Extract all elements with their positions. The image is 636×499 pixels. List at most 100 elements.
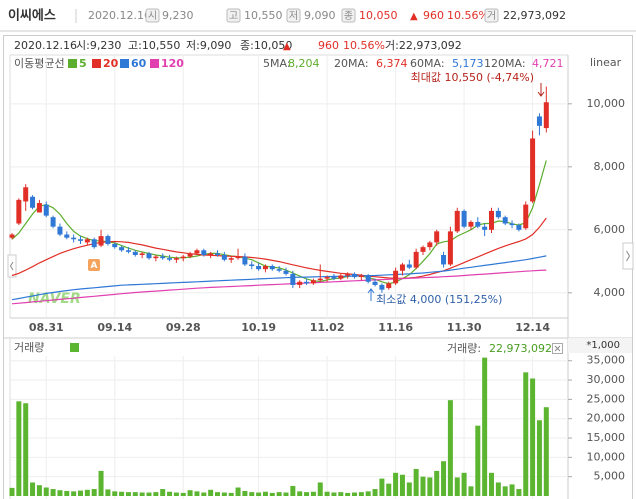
volume-readout-label: 거래량: xyxy=(447,342,481,355)
volume-bar xyxy=(304,492,310,496)
volume-bar xyxy=(502,486,508,496)
candle-body xyxy=(297,281,303,285)
right-handle[interactable] xyxy=(622,242,634,270)
volume-bar xyxy=(50,489,56,496)
volume-value: 22,973,092 xyxy=(503,9,566,22)
x-tick-label: 08.31 xyxy=(29,321,64,334)
volume-bar xyxy=(482,357,488,496)
y-tick-label: 10,000 xyxy=(587,97,626,110)
volume-bar xyxy=(215,492,220,496)
candle-body xyxy=(475,221,481,227)
candle-body xyxy=(180,256,186,259)
volume-bar xyxy=(427,477,433,496)
x-tick-label: 10.19 xyxy=(241,321,276,334)
candle-body xyxy=(112,243,118,248)
candle-body xyxy=(43,204,49,216)
y-tick-label: 6,000 xyxy=(594,223,626,236)
icon-label: 종 xyxy=(344,10,353,22)
x-tick-label: 12.14 xyxy=(515,321,550,334)
ma-readout: 4,721 xyxy=(532,57,564,70)
volume-bar xyxy=(269,492,275,496)
icon xyxy=(226,8,241,23)
volume-bar xyxy=(78,490,83,496)
max-label: 최대값 10,550 (-4,74%) xyxy=(411,71,534,84)
volume-bar xyxy=(324,491,330,496)
legend-swatch xyxy=(120,59,129,68)
candle-body xyxy=(30,196,36,208)
volume-bar xyxy=(16,401,22,496)
candle-body xyxy=(406,264,412,268)
info-arrow: ▲ xyxy=(283,41,291,52)
candle-body xyxy=(331,277,337,279)
candle-body xyxy=(119,247,125,251)
candle-body xyxy=(283,270,289,274)
volume-bar xyxy=(454,477,460,496)
y-tick-label: 4,000 xyxy=(594,286,626,299)
candle-body xyxy=(441,255,447,265)
high-value: 10,550 xyxy=(244,9,283,22)
candle-body xyxy=(358,275,364,278)
x-tick-label: 11.16 xyxy=(378,321,413,334)
volume-bar xyxy=(352,492,357,496)
candle-body xyxy=(187,253,193,257)
volume-bar xyxy=(386,483,392,496)
candle-body xyxy=(489,210,494,230)
volume-bar xyxy=(180,492,186,496)
candle-body xyxy=(221,255,227,260)
candle-body xyxy=(194,250,200,254)
volume-bar xyxy=(167,491,173,496)
close-button[interactable] xyxy=(552,343,563,354)
volume-bar xyxy=(36,485,42,496)
candle-body xyxy=(208,253,214,256)
legend-swatch xyxy=(68,59,77,68)
close-icon xyxy=(554,345,561,352)
volume-bar xyxy=(372,489,378,496)
candle-body xyxy=(235,256,241,259)
candle-body xyxy=(434,231,440,243)
volume-bar xyxy=(139,492,145,496)
info-open: 시:9,230 xyxy=(76,39,121,52)
legend-label: 20 xyxy=(103,57,119,70)
watermark: NAVER xyxy=(28,291,81,307)
volume-bar xyxy=(146,492,152,496)
icon-label: 거 xyxy=(487,10,496,22)
volume-bar xyxy=(379,478,385,496)
x-tick-label: 11.30 xyxy=(447,321,482,334)
volume-bar xyxy=(98,470,104,496)
ma-readout: 6,374 xyxy=(376,57,408,70)
volume-bar xyxy=(413,468,419,496)
candle-body xyxy=(304,281,310,284)
volume-bar xyxy=(125,492,131,496)
volume-bar xyxy=(84,489,90,496)
candle-body xyxy=(290,273,296,285)
stock-name: 이씨에스 xyxy=(8,8,56,24)
volume-bar xyxy=(441,461,447,496)
volume-bar xyxy=(194,491,200,496)
volume-title: 거래량 xyxy=(14,341,44,354)
volume-bar xyxy=(112,491,118,496)
legend-title: 이동평균선 xyxy=(14,57,65,70)
close-value: 10,050 xyxy=(359,9,398,22)
up-arrow: ▲ xyxy=(410,11,418,22)
candle-body xyxy=(413,251,419,268)
candle-body xyxy=(530,138,536,202)
candle-body xyxy=(125,250,131,252)
candle-body xyxy=(536,116,542,126)
volume-bar xyxy=(530,378,536,496)
ma-readout-label: 120MA: xyxy=(484,57,526,70)
candle-body xyxy=(153,256,159,259)
icon xyxy=(286,8,301,23)
volume-readout: 22,973,092 xyxy=(489,342,552,355)
ma-line xyxy=(11,255,547,301)
candle-body xyxy=(352,273,357,278)
signal-marker xyxy=(88,259,100,271)
ma-readout: 5,173 xyxy=(452,57,484,70)
icon xyxy=(341,8,356,23)
candle-body xyxy=(461,210,467,227)
signal-marker-label: A xyxy=(91,261,98,271)
volume-bar xyxy=(187,490,193,496)
left-handle[interactable] xyxy=(7,254,17,278)
volume-bar xyxy=(57,490,63,496)
candle-body xyxy=(84,239,90,243)
